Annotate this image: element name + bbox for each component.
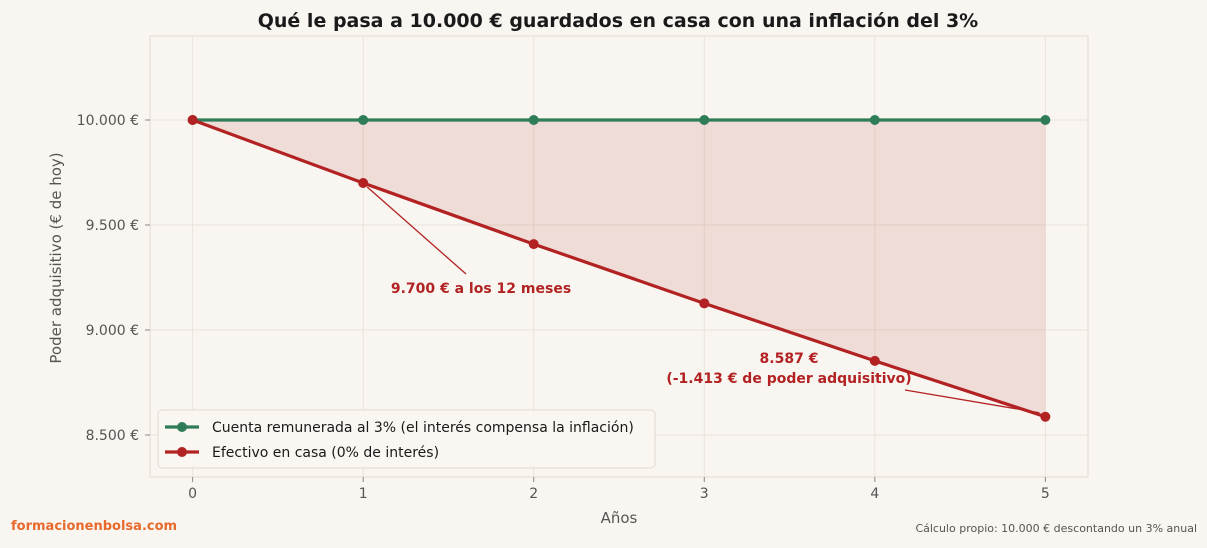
plot-area (149, 35, 1089, 478)
series-point-0 (358, 115, 369, 125)
series-lines (187, 115, 1051, 422)
x-tick-label: 3 (700, 486, 709, 502)
annotation-arrow (904, 389, 1040, 414)
series-point-1 (187, 115, 198, 125)
annotation-label: 9.700 € a los 12 meses (391, 281, 571, 297)
source-note: Cálculo propio: 10.000 € descontando un … (915, 522, 1197, 535)
brand-label[interactable]: formacionenbolsa.com (11, 519, 178, 534)
series-point-0 (528, 115, 539, 125)
legend-box (157, 409, 656, 469)
y-tick-label: 9.500 € (86, 218, 139, 234)
series-point-1 (699, 298, 710, 309)
annotation-label: 8.587 € (760, 351, 819, 367)
series-point-0 (699, 115, 710, 125)
series-point-1 (358, 178, 369, 188)
x-tick-label: 5 (1041, 486, 1050, 502)
x-tick-label: 2 (529, 486, 538, 502)
chart-title: Qué le pasa a 10.000 € guardados en casa… (258, 10, 978, 32)
tick-labels: 0 1 2 3 4 5 8.500 € 9.000 € 9.500 € 10.000 € (77, 113, 1050, 502)
x-axis-label: Años (601, 509, 638, 527)
legend: Cuenta remunerada al 3% (el interés comp… (157, 409, 656, 469)
legend-entry: Efectivo en casa (0% de interés) (212, 445, 439, 461)
y-tick-label: 10.000 € (77, 113, 139, 129)
y-axis-label: Poder adquisitivo (€ de hoy) (47, 152, 65, 363)
legend-entry: Cuenta remunerada al 3% (el interés comp… (212, 420, 634, 436)
series-point-1 (1040, 411, 1051, 422)
series-point-0 (869, 115, 880, 125)
loss-area (192, 120, 1046, 417)
series-point-1 (869, 355, 880, 366)
fill-between-area (192, 120, 1046, 417)
annotations: 9.700 € a los 12 meses 8.587 € (-1.413 € d… (366, 186, 1040, 414)
x-tick-label: 0 (188, 486, 197, 502)
legend-marker (177, 447, 187, 457)
x-tick-label: 1 (359, 486, 368, 502)
series-line-1 (192, 118, 1046, 419)
annotation-label: (-1.413 € de poder adquisitivo) (666, 371, 911, 387)
legend-marker (177, 422, 187, 432)
annotation-arrow (366, 186, 467, 275)
y-tick-label: 8.500 € (86, 428, 139, 444)
series-point-1 (528, 239, 539, 250)
x-tick-label: 4 (870, 486, 879, 502)
y-tick-label: 9.000 € (86, 323, 139, 339)
series-point-0 (1040, 115, 1051, 125)
